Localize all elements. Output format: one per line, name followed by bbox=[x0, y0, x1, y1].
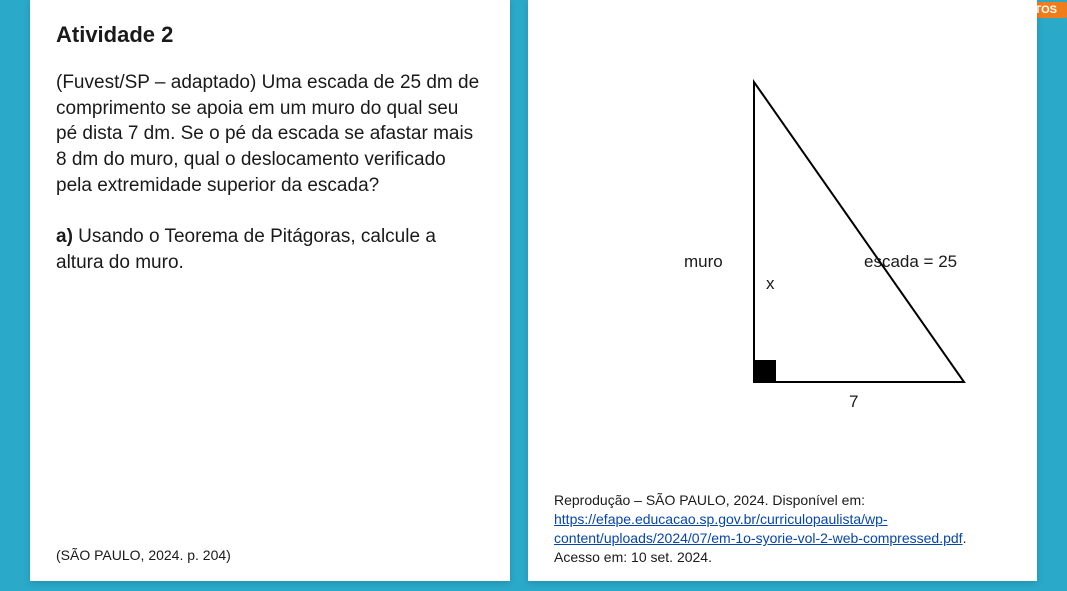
item-a: a) Usando o Teorema de Pitágoras, calcul… bbox=[56, 224, 484, 275]
problem-statement: (Fuvest/SP – adaptado) Uma escada de 25 … bbox=[56, 70, 484, 198]
item-a-label: a) bbox=[56, 226, 73, 247]
attribution-prefix: Reprodução – SÃO PAULO, 2024. Disponível… bbox=[554, 492, 865, 508]
attribution: Reprodução – SÃO PAULO, 2024. Disponível… bbox=[554, 491, 1011, 567]
attribution-link[interactable]: https://efape.educacao.sp.gov.br/curricu… bbox=[554, 511, 963, 546]
left-citation: (SÃO PAULO, 2024. p. 204) bbox=[56, 547, 231, 563]
activity-title: Atividade 2 bbox=[56, 22, 484, 48]
triangle-diagram: muro escada = 25 x 7 bbox=[554, 42, 1011, 422]
label-base: 7 bbox=[849, 392, 858, 412]
label-x: x bbox=[766, 274, 775, 294]
right-panel: muro escada = 25 x 7 Reprodução – SÃO PA… bbox=[528, 0, 1037, 581]
label-muro: muro bbox=[684, 252, 723, 272]
left-panel: Atividade 2 (Fuvest/SP – adaptado) Uma e… bbox=[30, 0, 510, 581]
item-a-text: Usando o Teorema de Pitágoras, calcule a… bbox=[56, 226, 436, 273]
label-escada: escada = 25 bbox=[864, 252, 957, 272]
slide: Atividade 2 (Fuvest/SP – adaptado) Uma e… bbox=[30, 0, 1037, 581]
